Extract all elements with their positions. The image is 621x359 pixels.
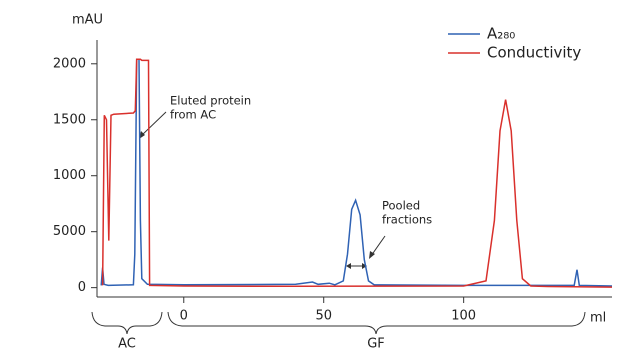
y-tick-label: 5000 <box>53 224 86 239</box>
x-axis-label: ml <box>590 311 606 326</box>
data-line <box>101 58 613 288</box>
y-tick-label: 1000 <box>53 168 86 183</box>
annotation: from AC <box>170 108 216 122</box>
y-tick-label: 2000 <box>53 56 86 71</box>
gf-brace <box>167 311 586 335</box>
data-line <box>100 58 613 287</box>
x-tick-label: 50 <box>315 309 332 324</box>
annotation: fractions <box>382 213 432 227</box>
y-tick-label: 0 <box>78 280 86 295</box>
arrowhead <box>346 263 367 269</box>
y-axis-label: mAU <box>72 13 103 28</box>
y-tick-label: 1500 <box>53 112 86 127</box>
arrowhead <box>369 251 375 259</box>
annotation: Pooled <box>382 199 420 213</box>
annotation-arrow <box>140 111 167 137</box>
arrowhead <box>139 131 145 139</box>
x-tick-label: 0 <box>180 309 188 324</box>
annotation: Eluted protein <box>170 94 251 108</box>
annotation-arrow <box>370 235 386 257</box>
x-tick-label: 100 <box>451 309 476 324</box>
region-label: AC <box>118 337 136 352</box>
ac-brace <box>91 311 163 335</box>
legend-label: A₂₈₀ <box>487 25 515 43</box>
legend-label: Conductivity <box>487 44 581 62</box>
region-label: GF <box>367 337 385 352</box>
